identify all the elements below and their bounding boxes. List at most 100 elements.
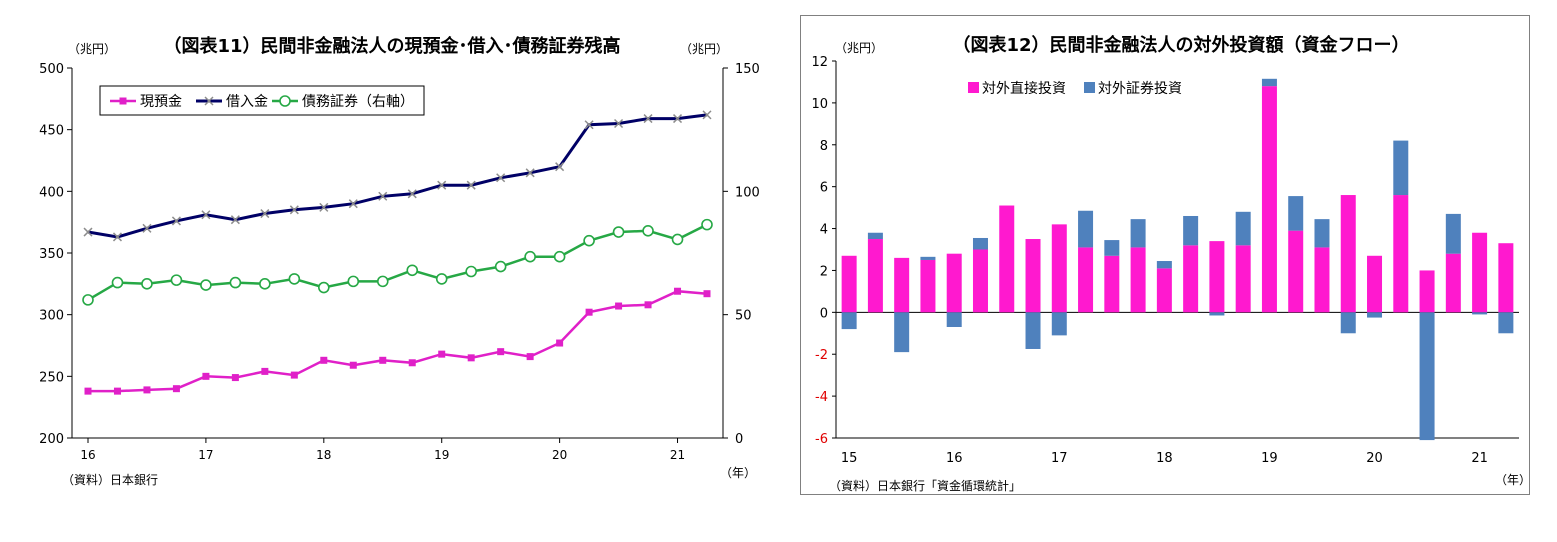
y-tick-left-label: 400 <box>39 185 64 200</box>
bar-portfolio-investment <box>1472 312 1488 315</box>
y-tick-label: 2 <box>820 264 828 279</box>
data-point-cash <box>84 387 92 395</box>
data-point-loans <box>496 173 506 183</box>
x-tick-label: 17 <box>1051 451 1068 466</box>
bar-direct-investment <box>1445 253 1461 313</box>
data-point-bonds <box>376 275 389 288</box>
x-tick-label: 19 <box>1261 451 1278 466</box>
marker-x-stroke <box>112 232 123 242</box>
data-point-bonds <box>465 265 477 278</box>
marker-x-stroke <box>319 202 329 212</box>
y-tick-label: 6 <box>820 181 828 196</box>
data-point-bonds <box>318 281 330 294</box>
bar-direct-investment <box>1314 247 1330 313</box>
y-tick-label: -4 <box>815 390 828 405</box>
data-point-loans <box>260 209 270 219</box>
data-point-cash <box>349 361 357 369</box>
data-point-bonds <box>347 275 360 288</box>
bar-direct-investment <box>946 253 962 313</box>
data-point-loans <box>378 191 388 201</box>
marker-x-stroke <box>289 205 299 215</box>
legend-label: 現預金 <box>140 94 182 110</box>
bar-direct-investment <box>920 259 936 313</box>
data-point-cash <box>438 350 446 358</box>
data-point-bonds <box>494 260 507 273</box>
bar-direct-investment <box>1156 268 1172 313</box>
x-tick-label: 16 <box>946 451 963 466</box>
bar-direct-investment <box>841 255 857 313</box>
bar-portfolio-investment <box>1498 312 1514 334</box>
data-point-bonds <box>170 274 183 286</box>
data-point-cash <box>320 356 328 364</box>
data-point-bonds <box>229 276 242 289</box>
legend-swatch <box>1084 82 1095 93</box>
data-point-loans <box>348 199 358 209</box>
data-point-cash <box>408 359 416 367</box>
bar-direct-investment <box>1472 232 1488 313</box>
legend-label: 対外証券投資 <box>1098 81 1182 97</box>
data-point-cash <box>172 385 180 393</box>
data-point-cash <box>379 356 387 364</box>
y-tick-right-label: 50 <box>735 309 752 324</box>
data-point-bonds <box>111 276 124 289</box>
x-axis-unit: （年） <box>720 466 756 480</box>
bar-portfolio-investment <box>1393 140 1409 196</box>
bar-portfolio-investment <box>1130 219 1146 248</box>
data-point-loans <box>142 223 152 233</box>
x-tick-label: 21 <box>670 448 685 462</box>
chart-cash-loans-bonds: （図表11）民間非金融法人の現預金･借入･債務証券残高 （兆円） （兆円） 500 45… <box>39 35 760 487</box>
y-tick-left-label: 200 <box>39 432 64 447</box>
x-tick-label: 17 <box>198 448 213 462</box>
data-point-loans <box>555 162 565 172</box>
bar-portfolio-investment <box>1419 312 1435 441</box>
bar-portfolio-investment <box>1156 261 1172 269</box>
data-point-bonds <box>141 278 153 290</box>
legend-label: 対外直接投資 <box>982 80 1066 97</box>
data-point-cash <box>290 371 298 379</box>
x-tick-label: 21 <box>1471 451 1488 466</box>
source-note: （資料）日本銀行「資金循環統計」 <box>829 478 1021 493</box>
data-point-loans <box>319 202 329 212</box>
chart-title: （図表12）民間非金融法人の対外投資額（資金フロー） <box>952 34 1409 56</box>
bar-direct-investment <box>1261 86 1277 313</box>
data-point-loans <box>643 114 653 124</box>
bar-direct-investment <box>1078 247 1094 313</box>
bar-portfolio-investment <box>1025 312 1041 349</box>
data-point-cash <box>231 374 239 382</box>
data-point-bonds <box>612 226 625 238</box>
y-tick-left-label: 250 <box>39 370 64 385</box>
x-tick-label: 18 <box>1156 451 1173 466</box>
chart-outward-investment: （図表12）民間非金融法人の対外投資額（資金フロー） （兆円） 12 10 8 6 4 2 0-… <box>800 15 1531 495</box>
data-point-loans <box>614 118 624 129</box>
y-tick-right-label: 100 <box>735 185 760 200</box>
x-tick-label: 16 <box>80 448 95 462</box>
x-tick-label: 19 <box>434 448 449 462</box>
data-point-loans <box>584 120 594 130</box>
legend-marker <box>119 97 127 105</box>
data-point-loans <box>112 232 123 242</box>
bar-direct-investment <box>894 257 910 313</box>
data-point-cash <box>497 348 505 356</box>
data-point-cash <box>585 308 593 316</box>
bar-portfolio-investment <box>1051 312 1067 336</box>
bar-portfolio-investment <box>972 237 988 250</box>
bar-direct-investment <box>1183 245 1199 313</box>
y-tick-label: -2 <box>815 348 828 363</box>
marker-x-stroke <box>466 180 476 190</box>
data-point-cash <box>467 354 475 362</box>
bar-portfolio-investment <box>1314 219 1330 248</box>
legend-marker <box>204 96 214 106</box>
series-line-1 <box>87 113 708 239</box>
bar-portfolio-investment <box>1261 78 1277 87</box>
marker-x-stroke <box>142 223 152 233</box>
marker-x-stroke <box>171 216 181 226</box>
bar-direct-investment <box>1025 239 1041 313</box>
data-point-cash <box>615 302 623 310</box>
y-axis-unit-left: （兆円） <box>68 42 116 56</box>
marker-x-stroke <box>201 210 211 220</box>
y-tick-label: 10 <box>811 97 828 112</box>
data-point-loans <box>525 168 535 178</box>
bar-portfolio-investment <box>1209 312 1225 316</box>
data-point-cash <box>261 367 269 375</box>
data-point-cash <box>556 339 564 347</box>
